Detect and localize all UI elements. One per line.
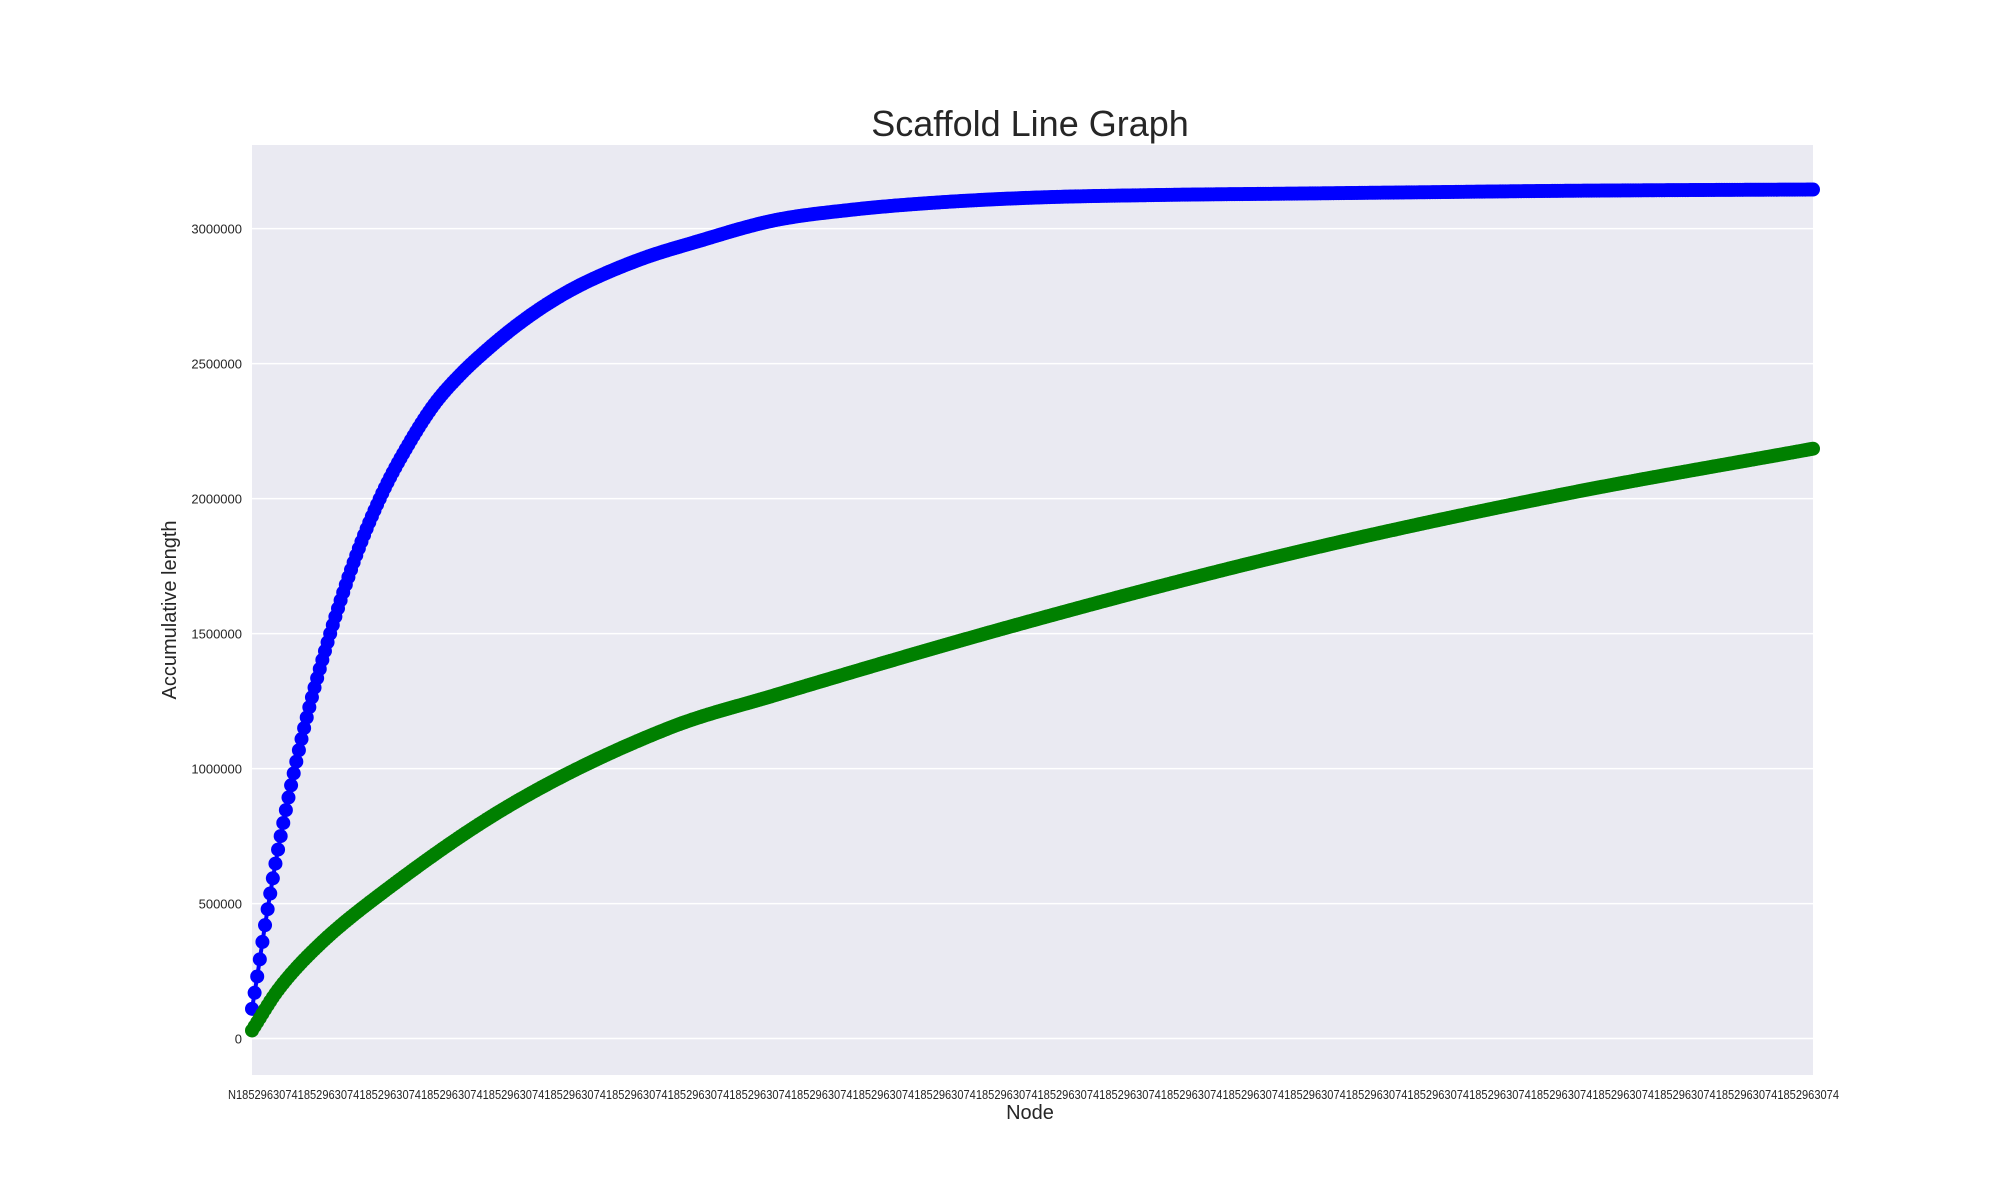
series-1: [245, 441, 1820, 1038]
data-point: [258, 918, 273, 933]
series-0: [245, 182, 1820, 1016]
y-tick-label: 2000000: [191, 492, 242, 507]
data-point: [291, 743, 306, 758]
data-point: [276, 815, 291, 830]
y-tick-labels: 0 500000 1000000 1500000 2000000 2500000 30000…: [191, 222, 242, 1047]
data-point: [297, 721, 312, 736]
chart-title: Scaffold Line Graph: [871, 103, 1189, 144]
data-point: [294, 732, 309, 747]
data-point: [263, 886, 278, 901]
data-point: [271, 842, 286, 857]
data-point: [278, 803, 293, 818]
data-point: [255, 934, 270, 949]
data-point: [250, 969, 265, 984]
data-point: [260, 902, 275, 917]
data-point: [281, 790, 296, 805]
data-point: [245, 1001, 259, 1016]
data-point: [286, 766, 301, 781]
data-point: [289, 754, 304, 769]
y-tick-label: 2500000: [191, 357, 242, 372]
grid-lines: [252, 227, 1813, 1040]
x-tick-labels: N185296307418529630741852963074185296307…: [228, 1087, 1839, 1102]
y-tick-label: 1500000: [191, 627, 242, 642]
data-point: [273, 829, 288, 844]
data-point: [1806, 441, 1820, 456]
y-tick-label: 3000000: [191, 222, 242, 237]
data-point: [252, 952, 267, 967]
x-axis-label: Node: [1006, 1102, 1054, 1124]
data-point: [284, 778, 299, 793]
data-point: [265, 871, 280, 886]
y-tick-label: 500000: [199, 897, 242, 912]
series-layer: [245, 182, 1820, 1038]
data-point: [1806, 182, 1820, 197]
y-tick-label: 0: [235, 1032, 242, 1047]
data-point: [247, 985, 262, 1000]
y-tick-label: 1000000: [191, 762, 242, 777]
x-tick-labels-dense: N185296307418529630741852963074185296307…: [228, 1087, 1839, 1102]
plot-background: [252, 145, 1813, 1075]
data-point: [268, 856, 283, 871]
y-axis-label: Accumulative length: [159, 521, 181, 700]
